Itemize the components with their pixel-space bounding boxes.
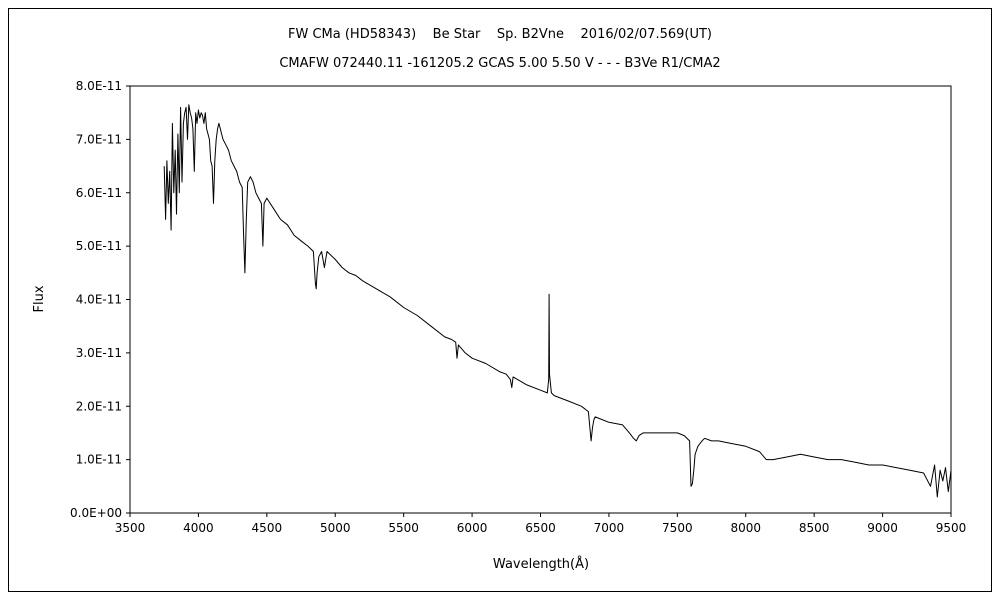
x-tick-label: 6000: [457, 521, 488, 535]
y-tick-label: 7.0E-11: [76, 132, 122, 146]
data-series: [163, 104, 952, 498]
y-tick-label: 2.0E-11: [76, 399, 122, 413]
x-tick-label: 7500: [662, 521, 693, 535]
spectrum-line: [163, 104, 952, 498]
y-tick-label: 6.0E-11: [76, 186, 122, 200]
y-axis: 0.0E+00 1.0E-11 2.0E-11 3.0E-11 4.0E-11 5.0E-…: [70, 79, 130, 520]
plot-area: [129, 85, 952, 514]
y-tick-label: 3.0E-11: [76, 346, 122, 360]
x-tick-label: 5500: [388, 521, 419, 535]
chart-subtitle: CMAFW 072440.11 -161205.2 GCAS 5.00 5.50…: [279, 56, 720, 71]
y-tick-label: 4.0E-11: [76, 293, 122, 307]
x-tick-label: 6500: [525, 521, 556, 535]
x-tick-label: 3500: [115, 521, 146, 535]
x-tick-label: 7000: [594, 521, 625, 535]
y-tick-label: 5.0E-11: [76, 239, 122, 253]
x-tick-label: 4000: [183, 521, 214, 535]
x-tick-label: 8500: [799, 521, 830, 535]
chart-title: FW CMa (HD58343) Be Star Sp. B2Vne 2016/…: [288, 27, 712, 42]
x-axis-label: Wavelength(Å): [493, 556, 589, 572]
x-tick-label: 8000: [730, 521, 761, 535]
x-tick-label: 4500: [252, 521, 283, 535]
x-tick-label: 9500: [936, 521, 967, 535]
y-tick-label: 8.0E-11: [76, 79, 122, 93]
y-tick-label: 1.0E-11: [76, 453, 122, 467]
x-axis: 3500 4000 4500 5000 5500 6000 6500 7000 7500 8000…: [115, 513, 967, 535]
y-tick-label: 0.0E+00: [70, 506, 122, 520]
x-tick-label: 5000: [320, 521, 351, 535]
x-tick-label: 9000: [867, 521, 898, 535]
y-axis-label: Flux: [32, 285, 47, 312]
